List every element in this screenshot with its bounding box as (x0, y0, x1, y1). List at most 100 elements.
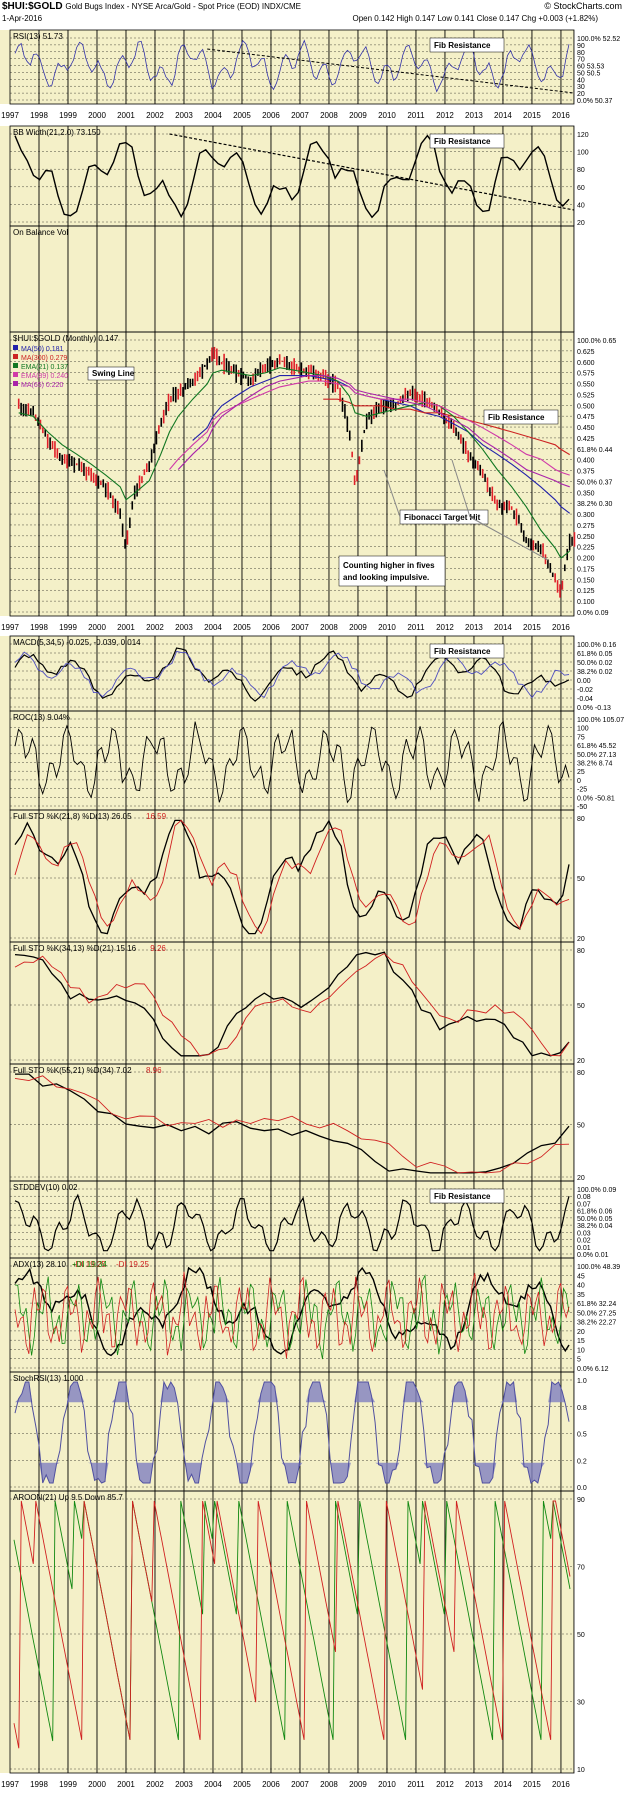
fib-resistance-box (429, 37, 505, 53)
right-axis-area-bbw (574, 126, 624, 226)
year-label: 2003 (175, 1780, 193, 1789)
year-label: 2013 (465, 623, 483, 632)
year-label: 2013 (465, 111, 483, 120)
year-label: 2001 (117, 1780, 135, 1789)
y-tick-label: 20 (577, 1058, 585, 1065)
year-label: 1999 (59, 1780, 77, 1789)
year-label: 2004 (204, 111, 222, 120)
fib-resistance-box (429, 643, 505, 659)
year-label: 2003 (175, 111, 193, 120)
year-label: 2006 (262, 623, 280, 632)
year-label: 2003 (175, 623, 193, 632)
y-tick-label: 100 (577, 150, 589, 157)
y-tick-label: 0.00 (577, 678, 591, 685)
fib-resistance-box (429, 133, 505, 149)
y-tick-label: 0.475 (577, 414, 595, 421)
year-label: 2000 (88, 111, 106, 120)
panel-frame-obv (9, 225, 575, 333)
ohlc-readout: Open 0.142 High 0.147 Low 0.141 Close 0.… (352, 14, 598, 23)
panel-label-price: $HUI:$GOLD (Monthly) 0.147 (13, 334, 119, 343)
macd-line (14, 647, 570, 702)
fib-resistance-note-box (483, 409, 559, 425)
y-tick-label: 0.03 (577, 1230, 591, 1237)
y-tick-label: 60 (577, 185, 585, 192)
stddev-line (14, 1193, 570, 1252)
y-tick-label: 40 (577, 202, 585, 209)
y-tick-label: 38.2% 22.27 (577, 1320, 616, 1327)
year-label: 2006 (262, 111, 280, 120)
y-tick-label: 80 (577, 948, 585, 955)
year-label: 2014 (494, 623, 512, 632)
year-label: 1998 (30, 111, 48, 120)
panel-label-aroon: AROON(21) Up 9.5 Down 85.7 (13, 1493, 123, 1502)
panel-label-srsi: StochRSI(13) 1.000 (13, 1374, 84, 1383)
y-tick-label: 15 (577, 1338, 585, 1345)
right-axis-area-sto1 (574, 810, 624, 942)
swing-line-note-box (87, 366, 135, 381)
panel-label-sto3: Full STO %K(55,21) %D(34) 7.02 (13, 1066, 132, 1075)
right-axis-area-price (574, 332, 624, 616)
y-tick-label: 50 (577, 1123, 585, 1130)
y-tick-label: 80 (577, 1070, 585, 1077)
legend-entry: EMA(21) 0.137 (21, 364, 68, 371)
y-tick-label: -25 (577, 787, 587, 794)
panel-label-sto1: Full STO %K(21,8) %D(13) 26.05 (13, 812, 132, 821)
y-tick-label: 0.375 (577, 469, 595, 476)
ema21-line (18, 367, 571, 560)
year-label: 2002 (146, 623, 164, 632)
y-tick-label: 5 (577, 1357, 581, 1364)
y-tick-label: 75 (577, 734, 585, 741)
y-tick-label: 0.250 (577, 534, 595, 541)
y-tick-label: 0.200 (577, 556, 595, 563)
y-tick-label: 80 (577, 50, 585, 57)
year-label: 2005 (233, 1780, 251, 1789)
year-label: 2008 (320, 623, 338, 632)
y-tick-label: 61.8% 0.06 (577, 1209, 613, 1216)
y-tick-label: 100.0% 52.52 (577, 36, 620, 43)
year-label: 2009 (349, 111, 367, 120)
fib-resistance-note: Fib Resistance (488, 413, 545, 422)
right-axis-area-sto2 (574, 942, 624, 1064)
y-tick-label: 0.0% 0.01 (577, 1252, 609, 1259)
panel-label-bbw: BB Width(21,2.0) 73.150 (13, 128, 101, 137)
legend-swatch (13, 381, 18, 386)
y-tick-label: 50.0% 27.13 (577, 752, 616, 759)
y-tick-label: 0.0 (577, 1485, 587, 1492)
legend-entry: MA(50) 0.181 (21, 346, 64, 353)
y-tick-label: 0.0% 6.12 (577, 1366, 609, 1373)
bbwidth-line (14, 134, 570, 219)
year-label: 2005 (233, 111, 251, 120)
year-label: 2016 (552, 623, 570, 632)
panel-label-plus-di: +DI 19.34 (72, 1260, 107, 1269)
fib-resistance-note: Fib Resistance (434, 41, 491, 50)
y-tick-label: 61.8% 45.52 (577, 743, 616, 750)
year-label: 2004 (204, 1780, 222, 1789)
right-axis-area-roc (574, 711, 624, 810)
swing-line-note: Swing Line (92, 369, 135, 378)
panel-frame-sto1 (9, 809, 575, 943)
bbwidth-trendline (169, 133, 575, 211)
y-tick-label: 0.550 (577, 382, 595, 389)
year-label: 2000 (88, 1780, 106, 1789)
y-tick-label: 38.2% 0.04 (577, 1223, 613, 1230)
y-tick-label: 0.525 (577, 392, 595, 399)
panel-frame-sto3 (9, 1063, 575, 1182)
stoch2-d-line (14, 952, 570, 1057)
y-tick-label: 100.0% 0.09 (577, 1187, 616, 1194)
y-tick-label: 0.275 (577, 523, 595, 530)
stochrsi-line (14, 1380, 570, 1484)
panel-label-stdev: STDDEV(10) 0.02 (13, 1183, 78, 1192)
y-tick-label: 0.300 (577, 512, 595, 519)
panel-label-macd: MACD(5,34,5) -0.025, -0.039, 0.014 (13, 638, 141, 647)
y-tick-label: 50 (577, 1003, 585, 1010)
axis-band-middle (0, 616, 624, 636)
y-tick-label: 61.8% 0.44 (577, 447, 613, 454)
panel-label-adx: ADX(13) 28.10 (13, 1260, 66, 1269)
right-axis-area-sto3 (574, 1064, 624, 1181)
right-axis-area-aroon (574, 1491, 624, 1773)
y-tick-label: 100.0% 48.39 (577, 1264, 620, 1271)
ema89-line (169, 380, 570, 476)
y-tick-label: 40 (577, 77, 585, 84)
panel-frame-roc (9, 710, 575, 811)
